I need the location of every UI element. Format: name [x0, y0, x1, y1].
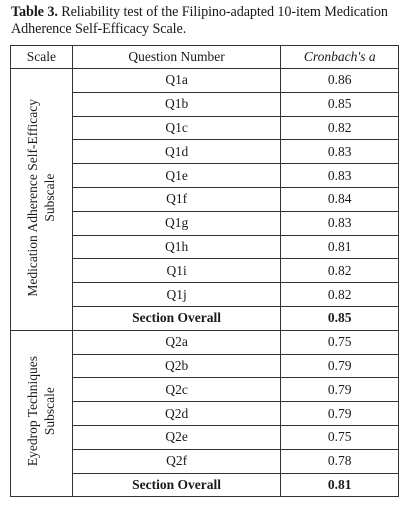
table-row: Q2d 0.79 — [11, 401, 399, 426]
alpha-cell: 0.83 — [280, 163, 399, 188]
table-row: Q1e 0.83 — [11, 163, 399, 188]
question-cell: Q2f — [71, 448, 282, 474]
section-overall-label: Section Overall — [71, 472, 282, 498]
group-2: Eyedrop Techniques Subscale Q2a 0.75 Q2b 0… — [10, 329, 399, 498]
alpha-cell: 0.75 — [280, 424, 399, 450]
table-row: Q1g 0.83 — [11, 210, 399, 236]
section-overall-row: Section Overall 0.81 — [11, 472, 399, 498]
question-cell: Q1f — [71, 186, 282, 212]
table-row: Medication Adherence Self-Efficacy Subsca… — [10, 68, 399, 331]
table-row: Q1f 0.84 — [11, 186, 399, 212]
header-row: Scale Question Number Cronbach's a — [10, 45, 399, 69]
question-cell: Q2c — [71, 377, 282, 403]
header-cronbach-alpha: Cronbach's a — [280, 45, 399, 69]
scale-cell-medication-adherence: Medication Adherence Self-Efficacy Subsca… — [10, 68, 73, 331]
alpha-cell: 0.79 — [280, 401, 399, 426]
question-cell: Q1i — [71, 258, 282, 284]
alpha-cell: 0.82 — [280, 115, 399, 141]
question-cell: Q1a — [71, 68, 282, 93]
table-row: Q1j 0.82 — [11, 282, 399, 307]
table-row: Q1b 0.85 — [11, 91, 399, 117]
table-row: Q1c 0.82 — [11, 115, 399, 141]
question-cell: Q1b — [71, 91, 282, 117]
table-row: Q2e 0.75 — [11, 424, 399, 450]
question-cell: Q1j — [71, 282, 282, 307]
table-caption: Table 3. Reliability test of the Filipin… — [11, 4, 407, 38]
question-cell: Q1e — [71, 163, 282, 188]
alpha-cell: 0.85 — [280, 91, 399, 117]
group-1: Medication Adherence Self-Efficacy Subsca… — [10, 68, 399, 331]
table-row: Q1h 0.81 — [11, 234, 399, 260]
alpha-cell: 0.83 — [280, 210, 399, 236]
alpha-cell: 0.79 — [280, 353, 399, 379]
table-row: Q1i 0.82 — [11, 258, 399, 284]
section-overall-value: 0.85 — [280, 305, 399, 331]
section-overall-label: Section Overall — [71, 305, 282, 331]
alpha-cell: 0.86 — [280, 68, 399, 93]
alpha-cell: 0.81 — [280, 234, 399, 260]
alpha-cell: 0.84 — [280, 186, 399, 212]
question-cell: Q1g — [71, 210, 282, 236]
table-row: Q2f 0.78 — [11, 448, 399, 474]
question-cell: Q2b — [71, 353, 282, 379]
caption-label: Table 3. — [11, 4, 58, 20]
scale-label: Medication Adherence Self-Efficacy Subsca… — [25, 98, 58, 297]
scale-cell-eyedrop-techniques: Eyedrop Techniques Subscale — [10, 329, 73, 498]
header-scale: Scale — [10, 45, 73, 69]
table-row: Q2c 0.79 — [11, 377, 399, 403]
alpha-cell: 0.82 — [280, 258, 399, 284]
question-cell: Q1d — [71, 139, 282, 165]
reliability-table: Scale Question Number Cronbach's a Medic… — [10, 45, 399, 498]
table-row: Q1d 0.83 — [11, 139, 399, 165]
header-question-number: Question Number — [71, 45, 282, 69]
table-row: Q2b 0.79 — [11, 353, 399, 379]
scale-label: Eyedrop Techniques Subscale — [25, 356, 58, 467]
alpha-cell: 0.83 — [280, 139, 399, 165]
question-cell: Q2e — [71, 424, 282, 450]
table-row: Eyedrop Techniques Subscale Q2a 0.75 — [10, 329, 399, 498]
alpha-cell: 0.78 — [280, 448, 399, 474]
alpha-cell: 0.75 — [280, 329, 399, 355]
caption-text: Reliability test of the Filipino-adapted… — [11, 4, 388, 37]
question-cell: Q1c — [71, 115, 282, 141]
question-cell: Q2a — [71, 329, 282, 355]
alpha-cell: 0.79 — [280, 377, 399, 403]
question-cell: Q1h — [71, 234, 282, 260]
alpha-cell: 0.82 — [280, 282, 399, 307]
question-cell: Q2d — [71, 401, 282, 426]
section-overall-value: 0.81 — [280, 472, 399, 498]
